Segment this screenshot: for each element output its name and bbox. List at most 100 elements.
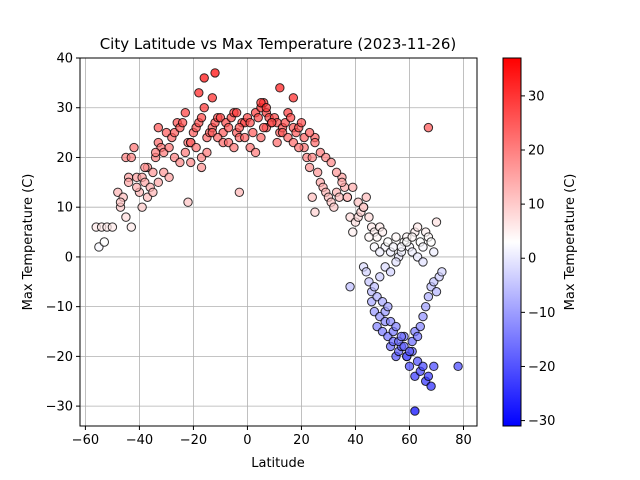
x-tick-label: −20 [180, 433, 207, 448]
data-point [377, 227, 388, 237]
data-point [429, 247, 439, 257]
colorbar-tick-label: 10 [528, 198, 545, 213]
data-point [431, 217, 442, 227]
data-point [126, 152, 137, 163]
data-point [245, 117, 255, 128]
data-point [240, 132, 250, 143]
data-point [307, 192, 317, 202]
colorbar-tick-label: 30 [528, 89, 545, 104]
colorbar-tick-label: −30 [528, 414, 555, 429]
chart-title: City Latitude vs Max Temperature (2023-1… [100, 35, 457, 53]
x-tick-label: 60 [401, 433, 418, 448]
data-point [121, 212, 131, 222]
data-point [164, 142, 174, 153]
colorbar-ticks: −30 −20 −10 0 10 20 30 [521, 89, 555, 429]
data-point [412, 331, 423, 342]
data-point [153, 122, 164, 133]
data-point [329, 202, 339, 212]
data-point [391, 232, 401, 242]
x-tick-label: −40 [126, 433, 153, 448]
colorbar-tick-label: −20 [528, 360, 555, 375]
data-point [404, 361, 415, 372]
data-point [391, 257, 401, 267]
data-point [345, 282, 355, 292]
colorbar-tick-label: −10 [528, 306, 555, 321]
data-point [202, 147, 212, 158]
data-point [196, 112, 207, 123]
data-point [348, 227, 358, 237]
data-point [375, 247, 385, 257]
data-point [331, 167, 342, 178]
data-point [123, 177, 134, 188]
x-axis-ticks: −60 −40 −20 0 20 40 60 80 [72, 426, 472, 448]
y-tick-label: −20 [46, 350, 73, 365]
data-point [294, 142, 304, 153]
data-point [310, 137, 320, 148]
data-point [296, 117, 307, 128]
data-point [148, 167, 158, 178]
data-point [361, 192, 371, 202]
data-point [364, 232, 374, 242]
grid-lines [80, 57, 477, 426]
data-point [426, 381, 436, 391]
data-point [148, 187, 158, 197]
data-point [132, 182, 142, 192]
data-point [194, 88, 204, 98]
x-axis-label: Latitude [251, 456, 305, 471]
data-point [140, 162, 150, 173]
data-point [415, 321, 425, 332]
data-point [199, 73, 209, 83]
data-point [207, 93, 218, 103]
data-point [418, 361, 428, 372]
data-point [223, 122, 234, 133]
y-tick-label: 40 [56, 52, 73, 67]
data-point [164, 172, 174, 183]
data-point [310, 207, 320, 217]
data-point [453, 361, 463, 372]
data-point [267, 117, 277, 128]
data-point [285, 112, 296, 123]
data-point [407, 232, 417, 242]
plot-frame [79, 57, 478, 427]
data-point [361, 267, 371, 277]
data-point [191, 142, 201, 153]
data-point [410, 406, 420, 416]
y-tick-label: 20 [56, 151, 73, 166]
data-point [369, 282, 380, 292]
data-point [391, 321, 401, 332]
data-point [312, 167, 323, 178]
data-point [253, 112, 263, 123]
data-point [412, 222, 423, 232]
y-tick-label: 0 [65, 250, 73, 265]
data-point [364, 212, 374, 222]
data-point [420, 301, 431, 312]
data-point [261, 103, 272, 113]
data-point [272, 137, 282, 148]
data-point [429, 361, 439, 372]
data-point [337, 177, 347, 188]
data-point [404, 346, 415, 357]
data-point [210, 68, 220, 78]
data-point [396, 331, 407, 342]
data-point [258, 122, 269, 133]
y-axis-ticks: −30 −20 −10 0 10 20 30 40 [46, 52, 80, 415]
data-point [107, 222, 118, 232]
data-point [275, 83, 285, 93]
data-point [115, 197, 126, 207]
data-point [358, 202, 369, 212]
y-tick-label: −30 [46, 400, 73, 415]
data-point [418, 242, 428, 252]
data-point [137, 202, 147, 212]
data-point [418, 311, 428, 322]
data-point [150, 147, 161, 158]
data-point [304, 162, 315, 173]
colorbar-label: Max Temperature (C) [563, 174, 578, 311]
data-point [334, 192, 344, 202]
y-tick-label: 10 [56, 201, 73, 216]
data-point [129, 142, 139, 153]
data-point [423, 371, 434, 381]
x-tick-label: −60 [72, 433, 99, 448]
data-point [126, 222, 137, 232]
